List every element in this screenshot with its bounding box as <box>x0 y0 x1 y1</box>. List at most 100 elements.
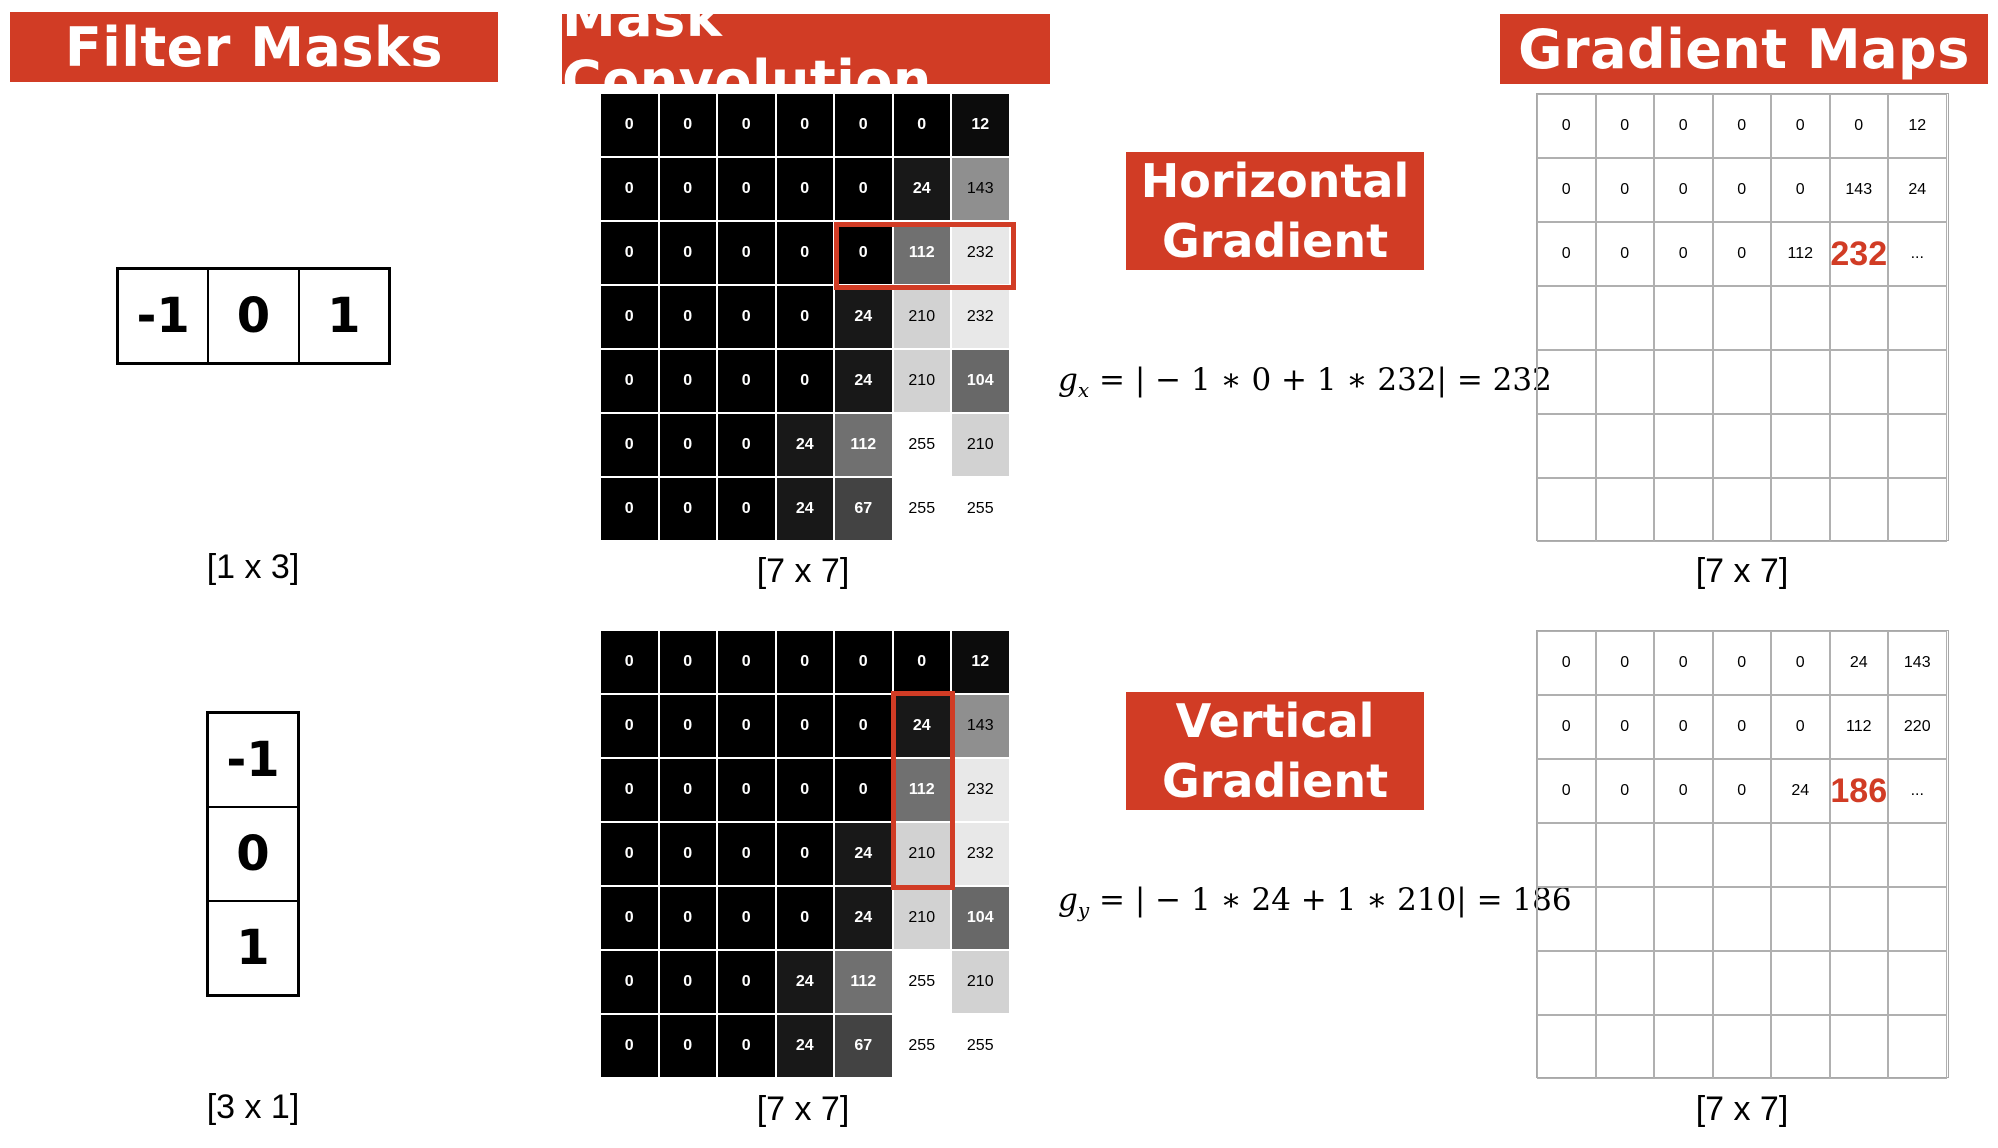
input-image-grid-vertical: 0 0 0 0 0 0 12 0 0 0 0 0 24 143 0 0 0 0 0 112 232 0 0 0 0 24 210 23… <box>600 630 1010 1078</box>
pixel-cell: 0 <box>658 349 717 413</box>
gradient-cell <box>1537 887 1596 951</box>
gradient-cell <box>1829 1015 1888 1079</box>
mask-convolution-header: Mask Convolution <box>562 0 1050 112</box>
gradient-cell: 0 <box>1595 631 1654 695</box>
gradient-cell <box>1712 823 1771 887</box>
horizontal-kernel-size: [1 x 3] <box>206 548 300 586</box>
gradient-cell: 220 <box>1888 695 1947 759</box>
gradient-cell: 232 <box>1829 222 1888 286</box>
pixel-cell: 0 <box>600 157 659 221</box>
gradient-cell <box>1829 414 1888 478</box>
pixel-cell: 255 <box>892 950 951 1014</box>
pixel-cell: 104 <box>951 349 1010 413</box>
pixel-cell: 0 <box>717 349 776 413</box>
input-image-size: [7 x 7] <box>756 1090 850 1128</box>
gradient-cell <box>1654 286 1713 350</box>
kernel-cell: 0 <box>208 269 299 363</box>
gradient-cell <box>1888 414 1947 478</box>
pixel-cell: 24 <box>775 477 834 541</box>
vertical-gradient-label-line2: Gradient <box>1161 754 1389 808</box>
horizontal-kernel: -1 0 1 <box>116 267 391 365</box>
gradient-cell <box>1712 286 1771 350</box>
pixel-cell: 0 <box>717 950 776 1014</box>
pixel-cell: 210 <box>892 285 951 349</box>
pixel-cell: 0 <box>658 477 717 541</box>
gradient-cell <box>1595 823 1654 887</box>
pixel-cell: 0 <box>717 758 776 822</box>
gradient-cell <box>1654 414 1713 478</box>
pixel-cell: 0 <box>600 285 659 349</box>
kernel-cell: -1 <box>208 713 298 807</box>
gradient-cell <box>1888 478 1947 542</box>
gradient-cell <box>1712 1015 1771 1079</box>
pixel-cell: 0 <box>658 413 717 477</box>
vertical-gradient-label-line1: Vertical <box>1175 694 1375 748</box>
pixel-cell: 112 <box>892 221 951 285</box>
gradient-cell <box>1888 823 1947 887</box>
gradient-cell: 0 <box>1829 94 1888 158</box>
gradient-cell: 0 <box>1537 631 1596 695</box>
gradient-cell: 0 <box>1712 158 1771 222</box>
pixel-cell: 0 <box>717 822 776 886</box>
gradient-cell <box>1712 887 1771 951</box>
pixel-cell: 143 <box>951 157 1010 221</box>
gradient-cell <box>1771 887 1830 951</box>
gradient-cell: 0 <box>1537 158 1596 222</box>
pixel-cell: 0 <box>600 886 659 950</box>
gradient-cell: 0 <box>1537 759 1596 823</box>
gradient-cell: 143 <box>1829 158 1888 222</box>
gradient-cell: 112 <box>1829 695 1888 759</box>
gradient-cell: 24 <box>1771 759 1830 823</box>
pixel-cell: 0 <box>600 758 659 822</box>
gradient-cell <box>1595 286 1654 350</box>
pixel-cell: 0 <box>658 886 717 950</box>
pixel-cell: 0 <box>717 477 776 541</box>
gradient-cell: 0 <box>1712 222 1771 286</box>
gradient-cell <box>1537 951 1596 1015</box>
pixel-cell: 0 <box>775 886 834 950</box>
pixel-cell: 112 <box>834 413 893 477</box>
pixel-cell: 24 <box>892 157 951 221</box>
gradient-cell <box>1537 823 1596 887</box>
gradient-cell <box>1771 478 1830 542</box>
pixel-cell: 104 <box>951 886 1010 950</box>
gradient-map-size: [7 x 7] <box>1695 552 1789 590</box>
gradient-cell: 0 <box>1654 222 1713 286</box>
vertical-kernel: -1 0 1 <box>206 711 300 997</box>
pixel-cell: 0 <box>892 630 951 694</box>
gradient-cell <box>1654 823 1713 887</box>
gradient-cell <box>1595 951 1654 1015</box>
pixel-cell: 0 <box>658 822 717 886</box>
pixel-cell: 0 <box>658 1014 717 1078</box>
gradient-cell: 0 <box>1537 94 1596 158</box>
pixel-cell: 0 <box>658 630 717 694</box>
gradient-cell <box>1654 478 1713 542</box>
gradient-cell <box>1771 286 1830 350</box>
gradient-cell <box>1654 350 1713 414</box>
gradient-cell: 0 <box>1537 222 1596 286</box>
gradient-cell <box>1537 478 1596 542</box>
horizontal-gradient-map: 0 0 0 0 0 0 12 0 0 0 0 0 143 24 0 0 0 0 112 232... <box>1536 93 1949 542</box>
pixel-cell: 112 <box>834 950 893 1014</box>
gradient-cell <box>1712 478 1771 542</box>
gradient-cell <box>1771 1015 1830 1079</box>
horizontal-mask-highlight <box>834 222 1016 290</box>
horizontal-gradient-label-line1: Horizontal <box>1140 154 1410 208</box>
gradient-cell: 24 <box>1888 158 1947 222</box>
pixel-cell: 255 <box>892 413 951 477</box>
pixel-cell: 0 <box>658 950 717 1014</box>
gradient-cell: 0 <box>1654 695 1713 759</box>
vertical-kernel-size: [3 x 1] <box>206 1088 300 1126</box>
pixel-cell: 0 <box>775 157 834 221</box>
formula-variable: g <box>1058 882 1078 918</box>
vertical-mask-highlight <box>891 691 955 890</box>
pixel-cell: 0 <box>892 93 951 157</box>
gradient-cell <box>1771 951 1830 1015</box>
gradient-cell <box>1771 414 1830 478</box>
pixel-cell: 0 <box>775 758 834 822</box>
gradient-cell <box>1537 286 1596 350</box>
pixel-cell: 210 <box>892 886 951 950</box>
formula-expression: = | − 1 ∗ 0 + 1 ∗ 232| = 232 <box>1089 362 1552 398</box>
gradient-cell: 0 <box>1712 631 1771 695</box>
gradient-cell: 0 <box>1712 759 1771 823</box>
